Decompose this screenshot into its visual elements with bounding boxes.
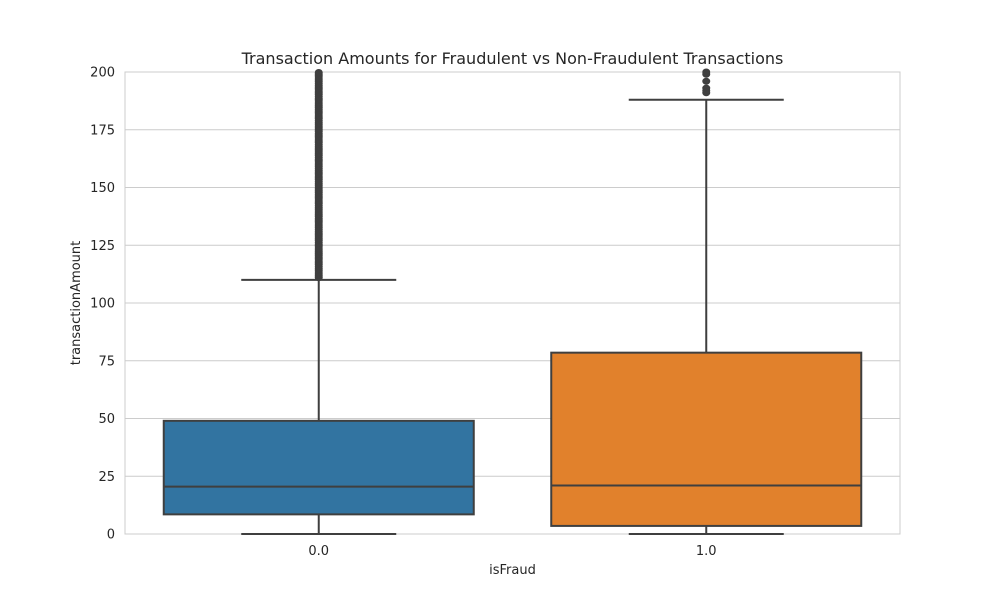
iqr-box (550, 351, 863, 527)
x-axis-ticks: 0.0 1.0 (308, 544, 716, 559)
plot-area-frame (124, 71, 901, 535)
x-tick-label: 0.0 (308, 544, 329, 559)
y-axis-ticks: 0 25 50 75 100 125 150 175 200 (90, 66, 115, 543)
y-tick-label: 50 (98, 412, 115, 427)
y-tick-label: 125 (90, 239, 115, 254)
x-tick-label: 1.0 (696, 544, 717, 559)
y-tick-label: 75 (98, 354, 115, 369)
chart-title: Transaction Amounts for Fraudulent vs No… (241, 49, 784, 68)
box-group-0.0 (162, 68, 475, 535)
box-layer (162, 68, 863, 535)
y-axis-label: transactionAmount (69, 241, 84, 366)
outlier-point (314, 68, 323, 76)
y-tick-label: 100 (90, 297, 115, 312)
outlier-point (702, 84, 711, 92)
y-tick-label: 200 (90, 66, 115, 81)
y-tick-label: 150 (90, 181, 115, 196)
y-tick-label: 25 (98, 470, 115, 485)
x-axis-label: isFraud (489, 563, 536, 578)
outlier-point (702, 68, 711, 76)
y-tick-label: 0 (107, 528, 115, 543)
y-tick-label: 175 (90, 123, 115, 138)
outlier-point (702, 77, 711, 85)
box-group-1.0 (550, 68, 863, 535)
iqr-box (162, 419, 475, 516)
